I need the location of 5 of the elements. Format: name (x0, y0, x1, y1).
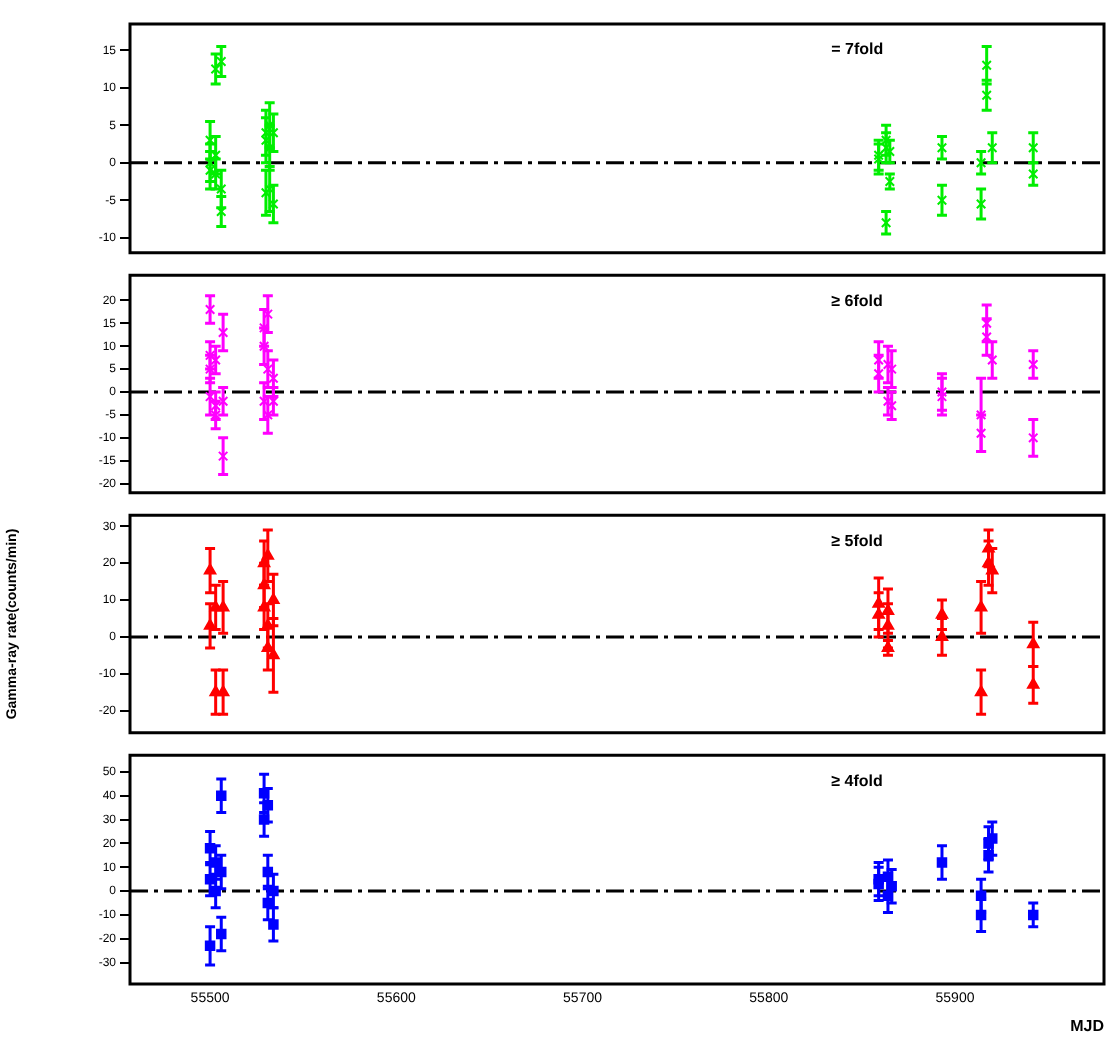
annotation: ≥ 6fold (831, 291, 883, 310)
annotation: ≥ 5fold (831, 531, 883, 550)
annotation: ≥ 4fold (831, 771, 883, 790)
annotation: = 7fold (831, 40, 884, 59)
x-axis-title: MJD (1070, 1016, 1105, 1035)
